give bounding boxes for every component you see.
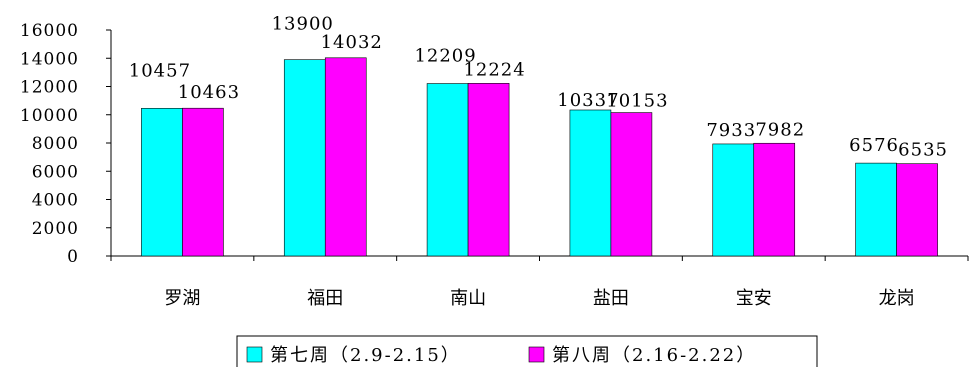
x-category-label: 盐田 (593, 288, 629, 309)
bar-value-label: 10153 (606, 91, 668, 112)
bar-value-label: 13900 (272, 14, 334, 35)
bar-week7 (426, 83, 469, 257)
y-tick-label: 6000 (32, 162, 79, 182)
bar-week8 (324, 57, 367, 257)
bar-value-label: 14032 (321, 32, 383, 53)
x-category-label: 南山 (450, 288, 486, 309)
axes: 0 2000 4000 6000 8000 10000 12000 14000 16000 罗湖 福… (20, 21, 969, 309)
bars (141, 57, 938, 257)
bar-week8 (467, 83, 510, 257)
y-tick-label: 16000 (20, 21, 79, 41)
bar-week8 (753, 142, 796, 257)
legend-label: 第八周（2.16-2.22） (552, 345, 756, 366)
bar-value-label: 10463 (178, 82, 240, 103)
y-tick-label: 4000 (32, 191, 79, 211)
y-tick-label: 2000 (32, 219, 79, 239)
bar-value-label: 10457 (129, 60, 191, 81)
y-tick-label: 10000 (20, 106, 79, 126)
bar-week8 (610, 112, 653, 257)
bar-value-label: 6576 (849, 135, 899, 156)
legend-swatch (528, 346, 545, 363)
bar-week8 (896, 163, 938, 257)
y-tick-label: 0 (67, 247, 79, 267)
y-tick-label: 8000 (32, 134, 79, 154)
bar-value-label: 7933 (706, 120, 756, 141)
legend-swatch (246, 346, 263, 363)
x-category-label: 罗湖 (164, 288, 200, 309)
bar-value-label: 6535 (898, 140, 948, 161)
legend: 第七周（2.9-2.15） 第八周（2.16-2.22） (236, 335, 818, 371)
bar-week7 (141, 107, 183, 257)
y-tick-label: 12000 (20, 78, 79, 98)
x-category-label: 宝安 (736, 288, 772, 309)
bar-week7 (569, 109, 612, 257)
legend-label: 第七周（2.9-2.15） (270, 345, 461, 366)
bar-value-label: 10337 (557, 90, 619, 111)
x-category-label: 龙岗 (879, 288, 915, 309)
x-category-label: 福田 (307, 288, 343, 309)
bar-week7 (712, 143, 755, 257)
bar-value-label: 12224 (463, 59, 525, 80)
bar-week8 (182, 107, 224, 257)
bar-week7 (855, 162, 897, 257)
legend-box (236, 335, 818, 371)
bar-value-label: 12209 (414, 46, 476, 67)
bar-week7 (283, 59, 326, 257)
y-tick-label: 14000 (20, 49, 79, 69)
bar-value-label: 7982 (755, 119, 805, 140)
